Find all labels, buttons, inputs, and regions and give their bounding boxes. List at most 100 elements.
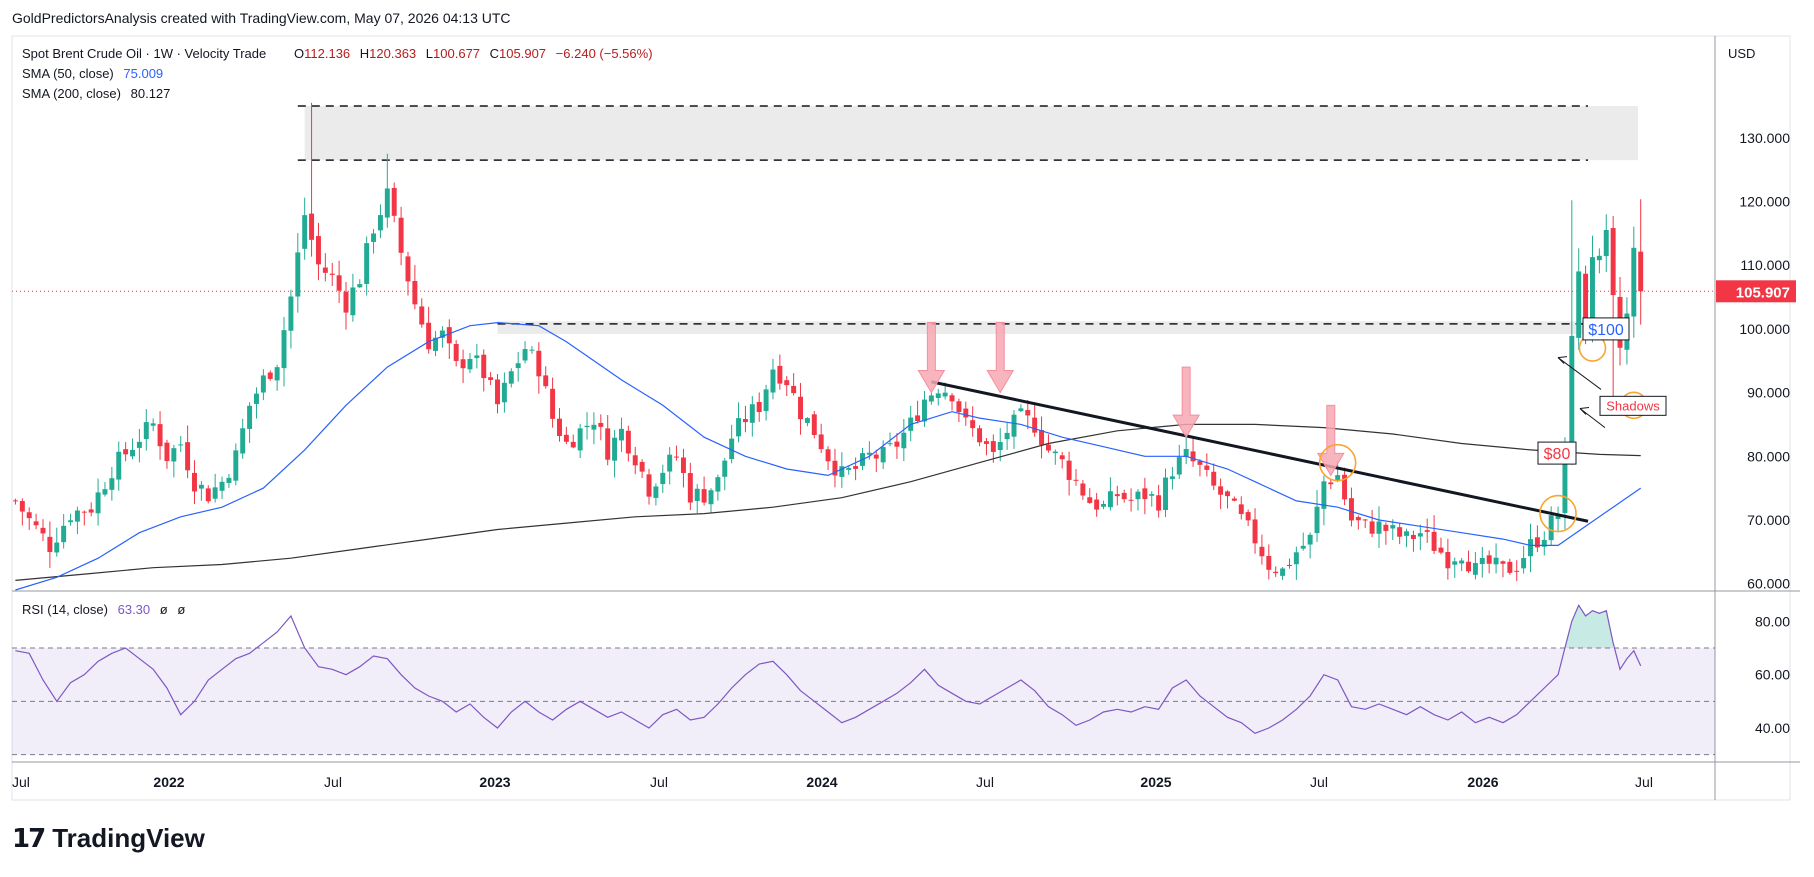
candle-body: [598, 422, 604, 427]
candle-body: [729, 438, 735, 460]
candle-body: [198, 484, 204, 489]
candle-body: [336, 275, 342, 291]
candle-body: [1445, 552, 1451, 569]
candle-body: [240, 428, 246, 454]
candle-body: [74, 510, 80, 522]
candle-body: [529, 349, 535, 351]
candle-body: [915, 415, 921, 422]
candle-body: [391, 187, 397, 216]
ohlc-c-label: C: [490, 46, 499, 61]
candle-body: [1493, 557, 1499, 565]
candle-body: [1149, 494, 1155, 496]
price-tick-label: 120.000: [1739, 194, 1790, 210]
candle-body: [109, 478, 115, 490]
candle-body: [1321, 481, 1327, 509]
candle-body: [1410, 534, 1416, 539]
candle-body: [1025, 410, 1031, 416]
candle-body: [550, 388, 556, 419]
candle-body: [866, 452, 872, 455]
down-arrow-marker: [917, 322, 946, 394]
candle-body: [130, 449, 135, 457]
label-100-box: [1582, 317, 1630, 341]
candle-body: [784, 380, 790, 386]
candle-body: [1555, 515, 1561, 519]
candle-body: [192, 472, 197, 492]
time-axis[interactable]: Jul 2022 Jul 2023 Jul 2024 Jul 2025 Jul 2026 Jul: [12, 774, 1653, 790]
candle-body: [1121, 492, 1127, 500]
candle-body: [26, 512, 32, 519]
candle-body: [309, 213, 315, 240]
candle-body: [687, 473, 693, 503]
candle-body: [247, 405, 253, 429]
candle-body: [1590, 257, 1595, 325]
candle-body: [1438, 547, 1444, 553]
tradingview-logo-text: TradingView: [52, 823, 205, 853]
time-tick-label: 2024: [806, 774, 837, 790]
candle-body: [295, 252, 301, 297]
panel-frames: [11, 35, 1800, 801]
candle-body: [267, 372, 273, 379]
candle-body: [1424, 530, 1430, 532]
ohlc-o-label: O: [294, 46, 304, 61]
candle-body: [61, 525, 67, 543]
candle-body: [1273, 571, 1279, 574]
ohlc-h-value: 120.363: [369, 46, 416, 61]
shadow-pointer-1-head: [1557, 356, 1568, 364]
candle-body: [95, 492, 101, 514]
time-tick-label: Jul: [650, 774, 668, 790]
candle-body: [281, 330, 287, 369]
time-tick-label: 2026: [1467, 774, 1498, 790]
candle-body: [963, 408, 969, 418]
candle-body: [522, 349, 528, 361]
price-tick-label: 70.000: [1747, 512, 1790, 528]
candle-body: [949, 395, 955, 402]
candle-body: [1397, 527, 1403, 537]
candle-body: [488, 377, 494, 381]
tradingview-logo[interactable]: 17 TradingView: [12, 823, 205, 854]
candle-body: [612, 437, 618, 461]
candle-body: [1459, 560, 1465, 564]
candle-body: [1603, 229, 1609, 257]
currency-label[interactable]: USD: [1728, 46, 1755, 61]
candle-body: [288, 296, 294, 331]
candle-body: [722, 460, 728, 477]
candle-body: [1101, 504, 1107, 507]
price-axis[interactable]: 130.000 120.000 110.000 100.000 90.000 80.000…: [1716, 130, 1796, 592]
candle-body: [143, 422, 149, 440]
candle-body: [1631, 247, 1637, 317]
candle-body: [625, 430, 631, 454]
candle-body: [157, 424, 163, 447]
candle-body: [873, 454, 879, 459]
candle-body: [1073, 479, 1079, 481]
time-tick-label: Jul: [1635, 774, 1653, 790]
sma50-line: [15, 321, 1642, 591]
candle-body: [1004, 432, 1010, 440]
candle-body: [1431, 531, 1437, 551]
down-arrow-marker: [986, 322, 1015, 394]
candle-body: [1135, 491, 1141, 500]
candle-body: [1032, 417, 1038, 433]
candle-body: [1011, 414, 1017, 437]
candle-body: [570, 441, 576, 448]
candle-body: [853, 466, 859, 469]
candle-body: [632, 455, 638, 466]
label-80-text: $80: [1544, 446, 1571, 463]
candle-body: [1486, 555, 1492, 564]
candle-body: [233, 450, 239, 481]
candle-body: [1045, 444, 1051, 451]
candle-body: [990, 441, 996, 452]
candle-body: [928, 395, 934, 402]
candle-body: [811, 414, 817, 435]
candle-body: [777, 365, 783, 384]
candle-body: [1087, 497, 1093, 503]
time-tick-label: Jul: [12, 774, 30, 790]
label-shadows: Shadows: [1599, 395, 1667, 416]
rsi-tick-label: 40.00: [1755, 720, 1790, 736]
down-arrow-marker: [1316, 404, 1345, 477]
candle-body: [1094, 499, 1100, 510]
label-100: $100: [1582, 317, 1630, 341]
candle-body: [1225, 491, 1230, 497]
candle-body: [798, 396, 803, 420]
candle-body: [54, 542, 60, 553]
